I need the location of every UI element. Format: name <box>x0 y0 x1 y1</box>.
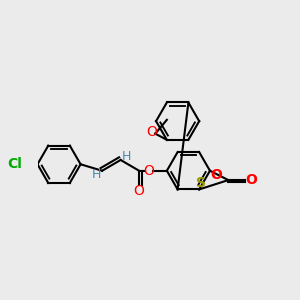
Text: O: O <box>210 168 222 182</box>
Text: H: H <box>122 150 131 163</box>
Text: Cl: Cl <box>7 157 22 171</box>
Text: O: O <box>143 164 154 178</box>
Text: H: H <box>91 168 101 181</box>
Text: S: S <box>196 176 206 190</box>
Text: O: O <box>134 184 145 198</box>
Text: O: O <box>245 173 257 187</box>
Text: O: O <box>146 125 157 139</box>
